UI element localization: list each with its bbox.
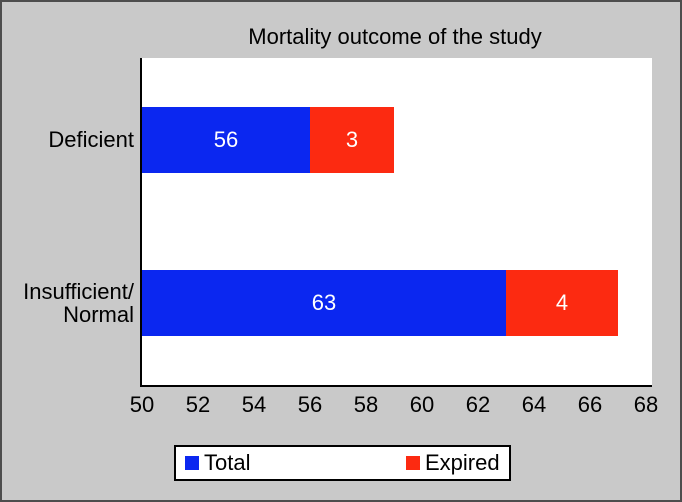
x-tick-label: 60 — [409, 392, 435, 417]
bar-segment-total: 56 — [142, 107, 310, 173]
x-tick-label: 66 — [577, 392, 603, 417]
plot-area: 56 3 63 4 — [140, 58, 652, 387]
category-label: Insufficient/Normal — [23, 279, 134, 327]
category-label: Deficient — [48, 127, 134, 152]
x-tick-label: 50 — [129, 392, 155, 417]
bar-value-label: 63 — [311, 290, 337, 315]
x-tick-label: 52 — [185, 392, 211, 417]
x-tick-label: 58 — [353, 392, 379, 417]
x-tick-label: 64 — [521, 392, 547, 417]
bar-segment-expired: 4 — [506, 270, 618, 336]
legend: Total Expired — [174, 445, 511, 481]
legend-swatch-total-icon — [185, 456, 199, 470]
bar-value-label: 4 — [555, 290, 569, 315]
bar-segment-total: 63 — [142, 270, 506, 336]
x-tick-label: 56 — [297, 392, 323, 417]
x-tick-label: 68 — [633, 392, 659, 417]
bar-value-label: 56 — [213, 127, 239, 152]
legend-item-total: Total — [185, 452, 250, 474]
x-axis-tick-labels: 50 52 54 56 58 60 62 64 66 68 — [130, 392, 658, 419]
legend-label-expired: Expired — [425, 450, 500, 475]
bar-segment-expired: 3 — [310, 107, 394, 173]
x-tick-label: 62 — [465, 392, 491, 417]
x-tick-label: 54 — [241, 392, 267, 417]
y-axis-category-labels: Deficient Insufficient/Normal — [2, 2, 134, 500]
legend-label-total: Total — [204, 450, 251, 475]
legend-item-expired: Expired — [406, 452, 500, 474]
legend-swatch-expired-icon — [406, 456, 420, 470]
chart-title: Mortality outcome of the study — [248, 24, 542, 49]
bar-value-label: 3 — [345, 127, 359, 152]
